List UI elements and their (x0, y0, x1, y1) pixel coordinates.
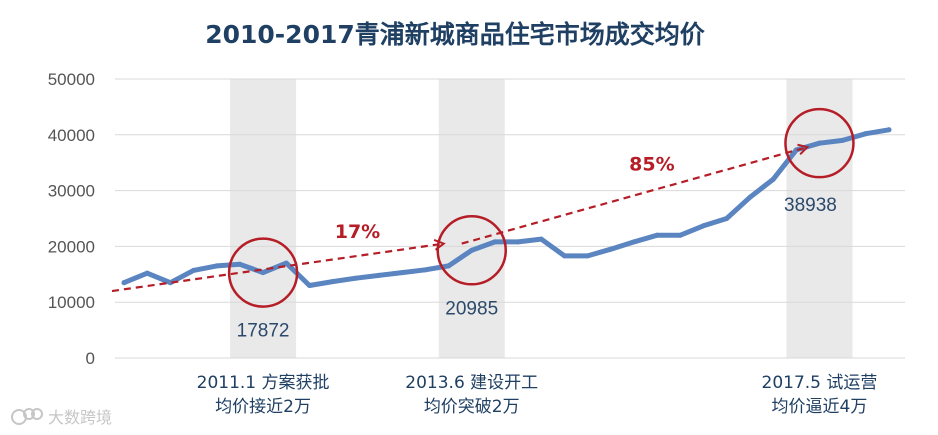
annotation-line: 均价逼近4万 (772, 397, 868, 417)
data-point (724, 216, 730, 221)
annotation-line: 2017.5 试运营 (762, 373, 878, 393)
data-point (585, 253, 591, 259)
data-point (260, 270, 266, 276)
data-point (446, 263, 452, 269)
data-point (353, 275, 359, 281)
annotation-line: 均价接近2万 (215, 397, 311, 417)
data-point (191, 267, 197, 273)
series-layer (121, 127, 892, 288)
highlight-circles (227, 107, 855, 308)
data-point (770, 176, 776, 182)
watermark-text: 大数跨境 (48, 408, 112, 427)
y-tick-label: 10000 (48, 293, 95, 312)
brand-logo-icon (11, 408, 43, 425)
value-label: 38938 (784, 195, 837, 216)
data-point (840, 137, 846, 143)
data-point (214, 263, 220, 269)
highlight-band-3 (786, 79, 853, 358)
highlight-circle-1 (227, 237, 299, 308)
highlight-band-1 (230, 79, 297, 358)
highlight-circle-3 (784, 107, 855, 179)
price-line (121, 127, 892, 288)
data-point (863, 131, 869, 137)
trend-arrows: 17% 85% (111, 147, 807, 293)
data-point (399, 270, 405, 276)
y-tick-label: 30000 (48, 182, 95, 201)
chart-title: 2010-2017青浦新城商品住宅市场成交均价 (205, 20, 706, 49)
data-point (747, 194, 753, 200)
trend-arrow-1 (111, 244, 444, 293)
highlight-bands (230, 79, 853, 358)
data-point (121, 280, 127, 286)
data-point (306, 282, 312, 288)
data-point (677, 232, 683, 238)
y-tick-label: 40000 (48, 126, 95, 145)
trend-percent-label: 85% (629, 154, 674, 176)
highlight-band-2 (438, 79, 505, 358)
y-tick-label: 0 (86, 349, 95, 368)
data-point (330, 279, 336, 285)
data-point (561, 253, 567, 259)
value-label: 17872 (237, 321, 290, 342)
data-point (701, 223, 707, 229)
trend-percent-label: 17% (335, 221, 380, 243)
data-point (144, 270, 150, 276)
highlight-circle-2 (436, 215, 507, 286)
data-point (492, 239, 498, 245)
data-point (631, 239, 637, 245)
data-point (886, 127, 892, 133)
data-point (283, 260, 289, 266)
y-axis-ticks: 0 10000 20000 30000 40000 50000 (48, 70, 95, 368)
data-point (237, 261, 243, 267)
data-point (422, 267, 428, 273)
data-point (469, 247, 475, 253)
data-point (376, 272, 382, 278)
data-point (538, 236, 544, 242)
value-label: 20985 (445, 298, 498, 319)
watermark: 大数跨境 (11, 408, 112, 427)
data-point (816, 140, 822, 146)
data-point (608, 246, 614, 252)
annotation-line: 2013.6 建设开工 (405, 373, 538, 393)
data-point (515, 239, 521, 245)
data-point (654, 232, 660, 238)
y-tick-label: 50000 (48, 70, 95, 89)
value-labels: 17872 20985 38938 (237, 195, 837, 341)
annotation-line: 2011.1 方案获批 (197, 373, 330, 393)
annotation-line: 均价突破2万 (424, 397, 520, 417)
y-tick-label: 20000 (48, 237, 95, 256)
